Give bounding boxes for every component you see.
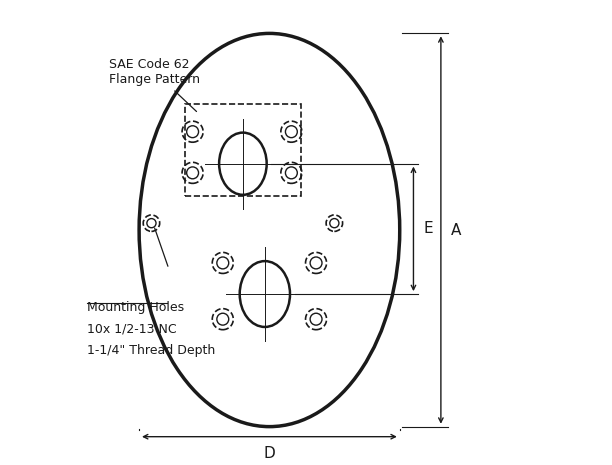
Text: E: E [424, 221, 433, 236]
Text: 10x 1/2-13 NC: 10x 1/2-13 NC [88, 323, 177, 336]
Text: D: D [264, 446, 275, 461]
Bar [185, 104, 302, 196]
Text: A: A [451, 223, 461, 238]
Text: 1-1/4" Thread Depth: 1-1/4" Thread Depth [88, 344, 215, 357]
Text: Mounting Holes: Mounting Holes [88, 301, 185, 314]
Text: SAE Code 62
Flange Pattern: SAE Code 62 Flange Pattern [110, 58, 200, 112]
